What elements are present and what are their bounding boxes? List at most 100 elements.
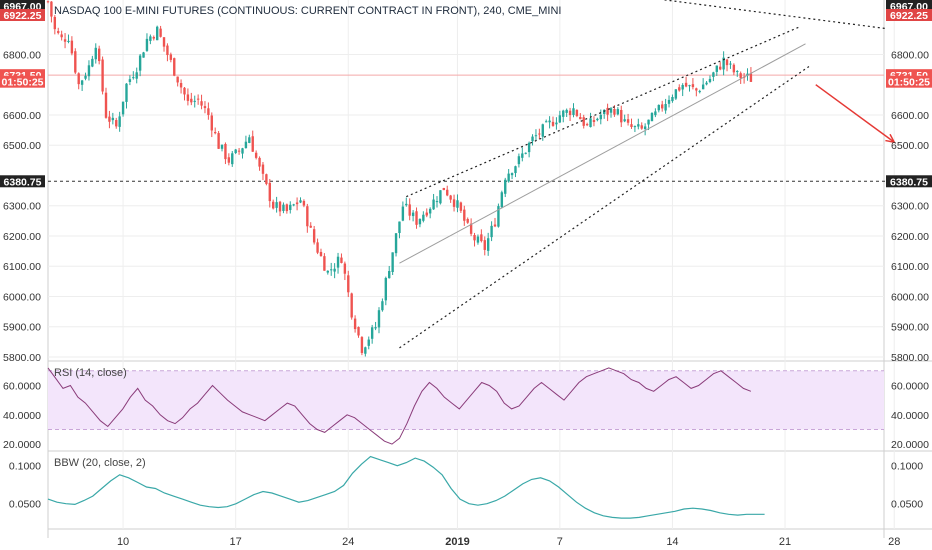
- price-tick-label-right: 6200.00: [891, 231, 929, 243]
- candle-body: [176, 76, 179, 83]
- candle-body: [507, 173, 510, 182]
- candle-body: [521, 153, 524, 158]
- candle-body: [336, 256, 340, 268]
- candle-body: [159, 28, 162, 37]
- chart-title: NASDAQ 100 E-MINI FUTURES (CONTINUOUS: C…: [54, 5, 561, 17]
- candle-body: [237, 150, 241, 152]
- candle-body: [681, 84, 684, 90]
- candle-body: [418, 218, 422, 225]
- x-tick-label: 10: [117, 536, 129, 548]
- candle-body: [719, 66, 722, 70]
- candle-body: [248, 137, 251, 143]
- candle-body: [541, 124, 544, 137]
- candle-body: [295, 202, 299, 205]
- candle-body: [326, 270, 329, 273]
- candle-body: [210, 115, 213, 131]
- candle-body: [217, 133, 220, 149]
- candle-body: [425, 212, 428, 216]
- candle-body: [544, 121, 548, 123]
- candle-body: [558, 115, 562, 123]
- price-tick-label-right: 6800.00: [891, 49, 929, 61]
- price-badge-label-left: 6922.25: [4, 10, 42, 22]
- candle-body: [94, 47, 97, 60]
- candle-body: [203, 106, 207, 109]
- bbw-pane[interactable]: [47, 455, 765, 519]
- candle-body: [647, 119, 650, 125]
- candle-body: [115, 120, 118, 127]
- price-tick-label-right: 6100.00: [891, 261, 929, 273]
- price-tick-label-right: 6600.00: [891, 110, 929, 122]
- price-tick-label-left: 6300.00: [3, 201, 41, 213]
- candle-body: [377, 310, 381, 328]
- price-tick-label-left: 5900.00: [3, 322, 41, 334]
- candle-body: [60, 34, 63, 38]
- candle-body: [688, 85, 691, 87]
- rsi-band: [48, 370, 884, 430]
- candle-body: [97, 48, 101, 62]
- candle-body: [452, 199, 456, 207]
- candle-body: [145, 38, 149, 51]
- candle-body: [268, 182, 271, 202]
- price-tick-label-right: 6000.00: [891, 291, 929, 303]
- candle-body: [87, 65, 91, 77]
- candle-body: [705, 82, 708, 85]
- rsi-pane[interactable]: [47, 367, 884, 445]
- candle-body: [374, 327, 377, 329]
- candle-body: [84, 75, 87, 79]
- x-tick-label: 14: [666, 536, 678, 548]
- candle-body: [330, 269, 333, 271]
- candle-body: [510, 173, 514, 176]
- candle-body: [135, 72, 138, 79]
- candle-body: [473, 234, 476, 241]
- candle-body: [316, 242, 319, 253]
- candle-body: [405, 203, 408, 206]
- price-tick-label-left: 6500.00: [3, 140, 41, 152]
- candle-body: [128, 79, 132, 82]
- candle-body: [582, 117, 585, 126]
- candle-body: [531, 136, 534, 142]
- price-tick-label-left: 6800.00: [3, 49, 41, 61]
- candle-body: [108, 116, 111, 122]
- candle-body: [166, 45, 169, 56]
- rsi-tick-label-left: 20.0000: [3, 439, 41, 451]
- candle-body: [80, 80, 84, 85]
- candle-body: [463, 209, 466, 221]
- candle-body: [132, 77, 135, 79]
- candle-body: [360, 337, 364, 353]
- candle-body: [667, 99, 671, 104]
- candle-body: [739, 73, 742, 79]
- candle-body: [446, 189, 449, 196]
- candle-body: [258, 157, 261, 167]
- candle-body: [63, 39, 67, 42]
- candle-body: [579, 116, 582, 120]
- candle-body: [57, 31, 60, 33]
- candle-body: [142, 52, 145, 58]
- candle-body: [411, 212, 415, 217]
- candle-body: [722, 57, 725, 70]
- candle-body: [715, 65, 718, 72]
- candle-body: [234, 149, 237, 154]
- rsi-tick-label-left: 40.0000: [3, 410, 41, 422]
- candle-body: [674, 89, 678, 99]
- candle-body: [708, 78, 712, 82]
- price-pane[interactable]: [46, 0, 932, 357]
- candle-body: [104, 92, 108, 118]
- candle-body: [671, 96, 674, 102]
- candle-body: [292, 204, 295, 206]
- candle-body: [555, 122, 558, 125]
- candle-body: [183, 87, 186, 95]
- price-tick-label-left: 6600.00: [3, 110, 41, 122]
- candle-body: [637, 124, 640, 127]
- candle-body: [469, 223, 473, 234]
- candle-body: [442, 187, 446, 191]
- candle-body: [149, 36, 152, 41]
- price-badge-label-left: 6380.75: [4, 176, 42, 188]
- candle-body: [538, 133, 541, 135]
- candle-body: [261, 164, 265, 174]
- candle-body: [603, 109, 606, 114]
- candle-body: [439, 190, 442, 204]
- candle-body: [729, 63, 732, 65]
- price-badge-left: [0, 9, 45, 21]
- candle-body: [196, 98, 200, 100]
- candle-body: [381, 301, 384, 311]
